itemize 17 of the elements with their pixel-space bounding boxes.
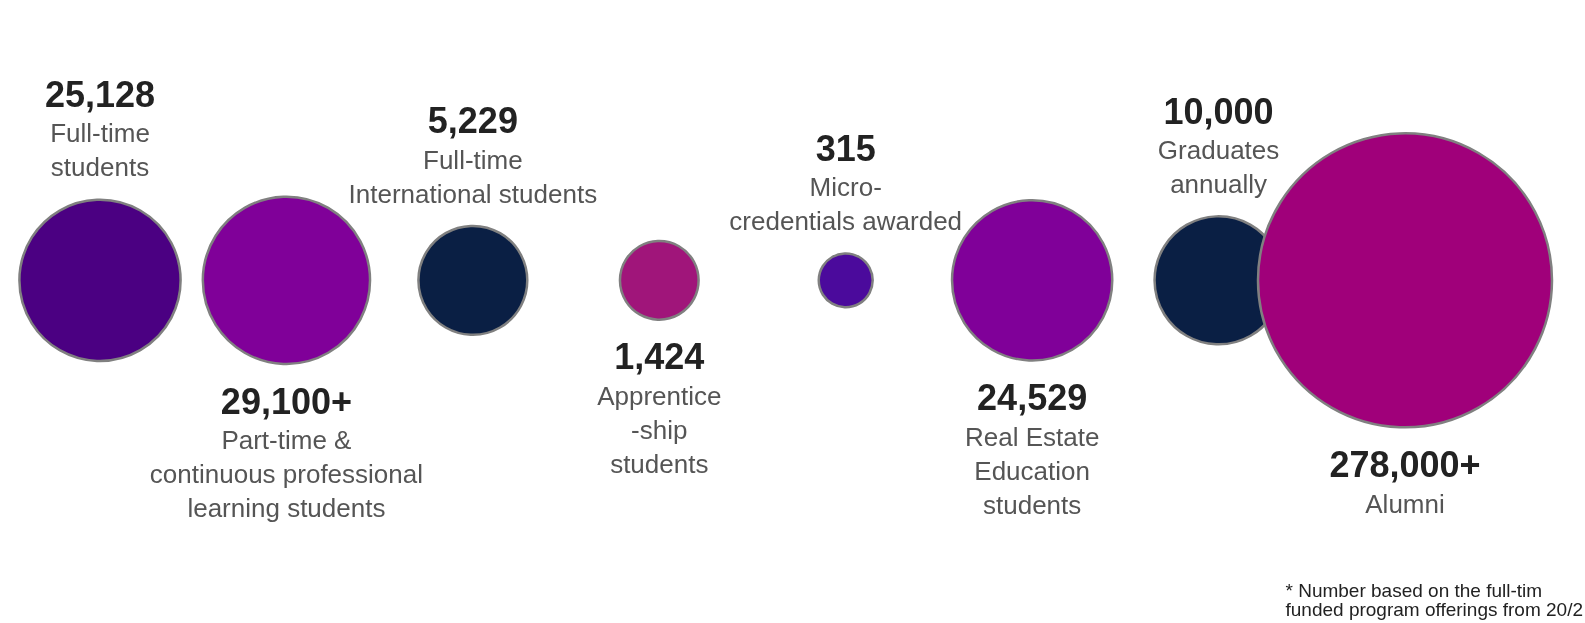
data-label: 5,229 — [427, 100, 518, 142]
text: * Number based on the full-tim funded program offerings from 20/2 — [1285, 580, 1584, 620]
data-label: 25,128 — [44, 74, 156, 115]
data-label: 24,529 — [977, 377, 1088, 419]
category-label: Apprentice -ship students — [597, 380, 722, 479]
category-label: Part-time & continuous professional learning students — [149, 425, 424, 524]
data-label: 10,000 — [1163, 90, 1274, 132]
data-label: 315 — [815, 127, 876, 169]
category-label: Real Estate Education students — [964, 421, 1100, 520]
data-label: 278,000+ — [1329, 444, 1481, 486]
category-label: Micro- credentials awarded — [729, 172, 963, 237]
data-label: 1,424 — [614, 336, 705, 378]
category-label: Alumni — [1365, 488, 1445, 519]
category-label: Full-time students — [50, 118, 150, 183]
category-label: Graduates annually — [1157, 135, 1280, 200]
category-label: Full-time International students — [348, 144, 598, 209]
data-label: 29,100+ — [220, 380, 352, 422]
